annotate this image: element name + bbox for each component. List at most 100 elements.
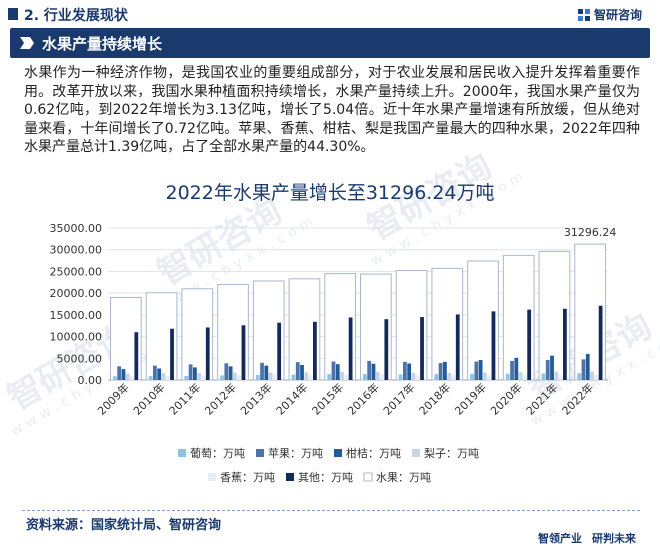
bar-grape	[505, 373, 510, 380]
footer-slogan-right: 研判未来	[592, 532, 636, 545]
legend-swatch	[208, 473, 216, 481]
bar-apple	[188, 364, 193, 380]
bar-grape	[541, 373, 546, 380]
bar-grape	[113, 376, 117, 380]
y-tick-label: 35000.00	[50, 222, 103, 235]
bar-citrus	[550, 355, 554, 380]
legend-label: 其他：万吨	[298, 471, 353, 484]
y-tick-label: 15000.00	[50, 309, 103, 322]
bar-grape	[577, 373, 582, 380]
bar-citrus	[335, 364, 340, 380]
legend-swatch	[178, 449, 186, 457]
bar-pear	[447, 373, 452, 380]
x-tick-label: 2017年	[380, 380, 417, 417]
legend-swatch	[363, 472, 373, 482]
x-tick-label: 2012年	[202, 380, 239, 417]
section-header: 2. 行业发展现状 智研咨询	[0, 0, 660, 28]
bar-other	[491, 311, 496, 380]
bar-other	[241, 325, 246, 380]
bar-apple	[367, 360, 372, 380]
legend-swatch	[286, 473, 294, 481]
bar-citrus	[478, 360, 483, 380]
fruit-production-chart: 0.00 5000.00 10000.00 15000.00 20000.00 25000…	[50, 222, 617, 484]
bar-citrus	[121, 369, 126, 380]
banner-bullet-icon	[20, 37, 34, 49]
bar-banana	[487, 375, 492, 380]
bar-banana	[201, 375, 206, 380]
brand-logo-text: 智研咨询	[593, 8, 642, 22]
x-tick-label: 2010年	[130, 380, 167, 417]
bar-grape	[434, 374, 439, 380]
bar-other	[563, 308, 567, 380]
bar-other	[134, 332, 139, 380]
bar-apple	[117, 366, 122, 380]
bar-other	[348, 317, 353, 380]
bar-other	[455, 314, 460, 380]
x-tick-label: 2021年	[523, 380, 560, 417]
bar-other	[277, 322, 282, 380]
y-tick-label: 25000.00	[50, 265, 103, 278]
bar-banana	[165, 375, 170, 380]
x-tick-label: 2015年	[309, 380, 346, 417]
bar-other	[384, 319, 389, 380]
bar-grape	[470, 373, 474, 380]
bar-other	[313, 321, 317, 380]
x-tick-label: 2014年	[273, 380, 310, 417]
bar-apple	[260, 362, 264, 380]
y-tick-label: 10000.00	[50, 331, 103, 344]
bar-banana	[273, 375, 277, 380]
bar-banana	[237, 375, 242, 380]
bar-pear	[518, 372, 523, 380]
bar-apple	[295, 362, 300, 380]
bar-citrus	[443, 361, 447, 380]
bar-other	[420, 317, 424, 380]
bar-pear	[375, 371, 380, 380]
y-tick-label: 30000.00	[50, 244, 103, 257]
bar-citrus	[264, 365, 269, 380]
legend-swatch	[256, 449, 264, 457]
bar-banana	[523, 375, 527, 380]
y-tick-label: 5000.00	[57, 352, 103, 365]
bar-other	[205, 327, 210, 380]
bar-pear	[590, 371, 594, 380]
bar-apple	[438, 363, 443, 380]
bar-apple	[224, 363, 229, 380]
section-label: 2. 行业发展现状	[24, 8, 128, 24]
footer-slogan-left: 智领产业	[538, 532, 582, 545]
bar-banana	[451, 375, 456, 380]
bar-citrus	[371, 363, 376, 380]
bar-citrus	[157, 368, 162, 380]
data-source: 资料来源：国家统计局、智研咨询	[26, 518, 222, 533]
bar-apple	[153, 365, 157, 380]
legend-label: 葡萄：万吨	[190, 447, 245, 460]
bar-grape	[220, 375, 224, 380]
bar-citrus	[585, 353, 590, 380]
bar-apple	[510, 360, 514, 380]
legend-label: 苹果：万吨	[268, 446, 323, 460]
source-divider	[22, 510, 640, 511]
y-tick-label: 0.00	[78, 374, 103, 387]
bar-banana	[308, 375, 313, 380]
footer-slogan: 智领产业 研判未来	[538, 530, 636, 546]
bar-citrus	[228, 366, 233, 380]
x-tick-label: 2019年	[452, 380, 489, 417]
bar-apple	[545, 360, 550, 380]
x-tick-label: 2018年	[416, 380, 453, 417]
bar-other	[170, 328, 174, 380]
banner-title: 水果产量持续增长	[42, 35, 163, 53]
bar-grape	[363, 374, 367, 380]
bar-grape	[327, 374, 332, 380]
x-tick-label: 2013年	[237, 380, 274, 417]
bar-banana	[594, 375, 599, 380]
bar-citrus	[514, 357, 519, 380]
bar-apple	[403, 361, 407, 380]
bar-pear	[268, 372, 273, 380]
bar-pear	[304, 372, 309, 380]
bar-pear	[161, 373, 166, 380]
bar-banana	[380, 374, 384, 380]
bar-banana	[558, 374, 563, 380]
section-marker	[8, 8, 18, 20]
bar-pear	[483, 372, 487, 380]
legend-label: 梨子：万吨	[424, 446, 479, 460]
x-tick-label: 2020年	[487, 380, 524, 417]
